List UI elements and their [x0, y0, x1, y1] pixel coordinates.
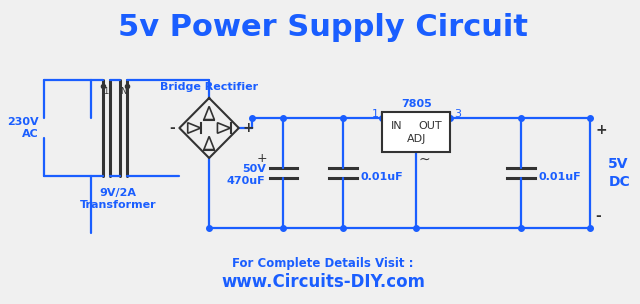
Text: -: - [170, 121, 175, 135]
Text: Bridge Rectifier: Bridge Rectifier [160, 82, 258, 92]
Text: OUT: OUT [419, 121, 442, 131]
Text: +: + [243, 121, 255, 135]
Text: www.Circuits-DIY.com: www.Circuits-DIY.com [221, 273, 425, 291]
Bar [383, 112, 450, 152]
Text: 5v Power Supply Circuit: 5v Power Supply Circuit [118, 13, 528, 43]
Text: N: N [120, 88, 126, 96]
Text: 230V
AC: 230V AC [7, 117, 39, 139]
Text: IN: IN [390, 121, 402, 131]
Text: 0.01uF: 0.01uF [361, 172, 403, 182]
Text: 50V
470uF: 50V 470uF [227, 164, 266, 186]
Text: 5V
DC: 5V DC [608, 157, 630, 189]
Text: ADJ: ADJ [406, 134, 426, 144]
Text: 7805: 7805 [401, 99, 431, 109]
Text: ~: ~ [418, 153, 429, 167]
Text: 0.01uF: 0.01uF [539, 172, 582, 182]
Text: 1: 1 [104, 88, 109, 96]
Text: 9V/2A
Transformer: 9V/2A Transformer [79, 188, 156, 209]
Text: -: - [595, 209, 601, 223]
Text: 1: 1 [371, 109, 378, 119]
Text: +: + [595, 123, 607, 137]
Text: For Complete Details Visit :: For Complete Details Visit : [232, 257, 414, 271]
Text: 3: 3 [454, 109, 461, 119]
Text: +: + [257, 152, 268, 165]
